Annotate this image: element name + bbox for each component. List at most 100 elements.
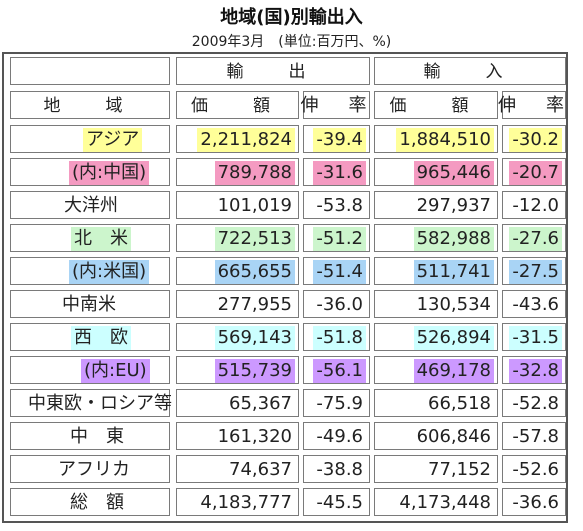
import-rate-cell: -52.8 <box>502 389 566 417</box>
table-row: 中 東 161,320 -49.6 606,846 -57.8 <box>10 422 566 450</box>
table-row: 北 米 722,513 -51.2 582,988 -27.6 <box>10 224 566 252</box>
header-import-label: 輸 入 <box>423 62 517 82</box>
import-rate-cell: -30.2 <box>502 125 566 153</box>
import-rate-cell: -32.8 <box>502 356 566 384</box>
import-value: 4,173,448 <box>399 492 491 513</box>
header-export-rate-label: 伸 率 <box>300 95 373 116</box>
import-value: 130,534 <box>416 294 491 315</box>
export-rate-cell: -53.8 <box>303 191 370 219</box>
header-row-columns: 地 域 価 額 伸 率 価 額 伸 率 <box>10 91 566 119</box>
region-label: アフリカ <box>58 459 130 480</box>
table-row: 中東欧・ロシア等 65,367 -75.9 66,518 -52.8 <box>10 389 566 417</box>
import-rate-cell: -12.0 <box>502 191 566 219</box>
region-cell: 大洋州 <box>10 191 170 219</box>
import-rate: -52.6 <box>512 459 559 480</box>
export-value: 515,739 <box>214 359 295 383</box>
import-rate-cell: -43.6 <box>502 290 566 318</box>
import-rate-cell: -31.5 <box>502 323 566 351</box>
export-rate-cell: -39.4 <box>303 125 370 153</box>
export-value-cell: 4,183,777 <box>176 488 299 516</box>
import-value: 582,988 <box>413 227 494 251</box>
export-value: 74,637 <box>229 459 292 480</box>
header-export-cell: 輸 出 <box>176 57 370 85</box>
import-value-cell: 77,152 <box>374 455 498 483</box>
region-label: 大洋州 <box>64 195 118 216</box>
import-rate-cell: -52.6 <box>502 455 566 483</box>
region-label: 中南米 <box>62 294 116 315</box>
table-row: 大洋州 101,019 -53.8 297,937 -12.0 <box>10 191 566 219</box>
import-rate: -20.7 <box>509 161 562 185</box>
export-rate: -38.8 <box>316 459 363 480</box>
export-rate-cell: -75.9 <box>303 389 370 417</box>
import-value: 606,846 <box>416 426 491 447</box>
import-rate-cell: -20.7 <box>502 158 566 186</box>
table-row: アフリカ 74,637 -38.8 77,152 -52.6 <box>10 455 566 483</box>
header-import-rate-label: 伸 率 <box>498 95 570 116</box>
import-rate: -27.5 <box>509 260 562 284</box>
export-rate: -51.8 <box>313 326 366 350</box>
import-value-cell: 297,937 <box>374 191 498 219</box>
header-row-group: 輸 出 輸 入 <box>10 57 566 85</box>
header-import-value-label: 価 額 <box>389 96 483 116</box>
region-label: 総 額 <box>70 492 124 513</box>
import-value: 469,178 <box>413 359 494 383</box>
header-export-rate-cell: 伸 率 <box>301 91 370 119</box>
export-value: 161,320 <box>217 426 292 447</box>
export-value: 65,367 <box>229 393 292 414</box>
import-value-cell: 606,846 <box>374 422 498 450</box>
table-row: (内:中国) 789,788 -31.6 965,446 -20.7 <box>10 158 566 186</box>
import-value-cell: 66,518 <box>374 389 498 417</box>
table-row: アジア 2,211,824 -39.4 1,884,510 -30.2 <box>10 125 566 153</box>
export-rate-cell: -51.4 <box>303 257 370 285</box>
export-value-cell: 101,019 <box>176 191 299 219</box>
export-value-cell: 665,655 <box>176 257 299 285</box>
trade-table <box>2 52 568 523</box>
header-region-cell: 地 域 <box>10 91 170 119</box>
import-value-cell: 130,534 <box>374 290 498 318</box>
export-value-cell: 569,143 <box>176 323 299 351</box>
export-rate-cell: -51.8 <box>303 323 370 351</box>
import-rate: -36.6 <box>512 492 559 513</box>
export-value: 665,655 <box>214 260 295 284</box>
region-cell: 中東欧・ロシア等 <box>10 389 172 417</box>
export-value-cell: 65,367 <box>176 389 299 417</box>
import-rate-cell: -57.8 <box>502 422 566 450</box>
import-value: 77,152 <box>428 459 491 480</box>
region-label: (内:米国) <box>69 260 150 284</box>
import-rate: -30.2 <box>509 128 562 152</box>
region-cell: 総 額 <box>10 488 170 516</box>
export-rate-cell: -51.2 <box>303 224 370 252</box>
export-rate: -51.4 <box>313 260 366 284</box>
export-value-cell: 74,637 <box>176 455 299 483</box>
import-value: 965,446 <box>413 161 494 185</box>
export-value-cell: 2,211,824 <box>176 125 299 153</box>
export-value: 569,143 <box>214 326 295 350</box>
import-value-cell: 469,178 <box>374 356 498 384</box>
import-value-cell: 4,173,448 <box>374 488 498 516</box>
page-title: 地域(国)別輸出入 <box>220 7 363 28</box>
table-row: 西 欧 569,143 -51.8 526,894 -31.5 <box>10 323 566 351</box>
export-value: 2,211,824 <box>197 128 295 152</box>
export-rate: -51.2 <box>313 227 366 251</box>
region-cell: 西 欧 <box>10 323 170 351</box>
import-rate: -52.8 <box>512 393 559 414</box>
import-rate: -12.0 <box>512 195 559 216</box>
export-value-cell: 515,739 <box>176 356 299 384</box>
export-rate-cell: -49.6 <box>303 422 370 450</box>
import-value-cell: 1,884,510 <box>374 125 498 153</box>
import-rate-cell: -27.5 <box>502 257 566 285</box>
import-rate: -43.6 <box>512 294 559 315</box>
import-rate: -57.8 <box>512 426 559 447</box>
region-label: 西 欧 <box>71 326 131 350</box>
region-label: 北 米 <box>71 227 131 251</box>
header-import-cell: 輸 入 <box>374 57 566 85</box>
export-rate-cell: -38.8 <box>303 455 370 483</box>
table-row: (内:EU) 515,739 -56.1 469,178 -32.8 <box>10 356 566 384</box>
region-label: 中 東 <box>70 426 124 447</box>
table-row: 中南米 277,955 -36.0 130,534 -43.6 <box>10 290 566 318</box>
import-value: 526,894 <box>413 326 494 350</box>
export-value-cell: 722,513 <box>176 224 299 252</box>
header-empty-cell <box>10 57 170 85</box>
header-export-value-label: 価 額 <box>191 96 284 116</box>
region-label: (内:EU) <box>81 359 150 383</box>
